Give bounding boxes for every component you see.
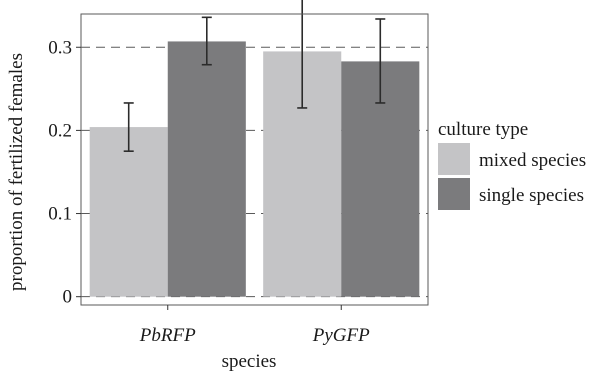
error-bar xyxy=(375,18,386,104)
legend: culture type mixed species single species xyxy=(438,119,586,210)
x-axis-title: species xyxy=(222,351,277,372)
bar-PbRFP-mixed-species xyxy=(89,127,168,297)
error-bars xyxy=(123,0,386,152)
y-tick-label: 0.2 xyxy=(48,120,72,141)
y-tick-label: 0.3 xyxy=(48,37,72,58)
error-bar xyxy=(201,16,212,66)
legend-swatch xyxy=(438,143,470,175)
x-tick-label: PyGFP xyxy=(312,325,370,346)
legend-label: mixed species xyxy=(479,150,586,171)
legend-items: mixed species single species xyxy=(438,143,586,210)
y-tick-label: 0 xyxy=(63,287,73,308)
legend-label: single species xyxy=(479,185,584,206)
x-tick-label: PbRFP xyxy=(139,325,196,346)
legend-title: culture type xyxy=(438,119,528,140)
error-bar xyxy=(297,0,308,109)
y-axis-title: proportion of fertilized females xyxy=(6,53,27,291)
legend-item: single species xyxy=(438,178,584,210)
plot-border xyxy=(80,13,429,306)
y-axis: 0 0.1 0.2 0.3 xyxy=(48,37,81,308)
y-tick-label: 0.1 xyxy=(48,204,72,225)
error-bar xyxy=(123,102,134,152)
legend-item: mixed species xyxy=(438,143,586,175)
bar-PbRFP-single-species xyxy=(167,41,246,297)
x-axis: PbRFP PyGFP xyxy=(139,305,370,346)
legend-swatch xyxy=(438,178,470,210)
